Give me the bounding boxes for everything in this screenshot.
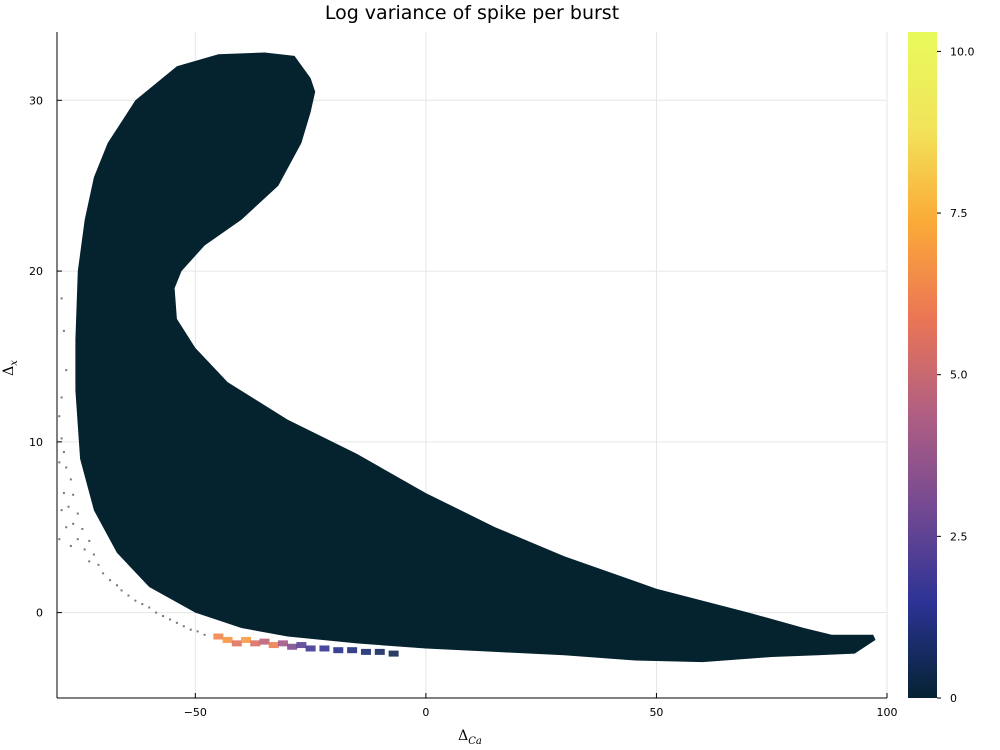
scatter-dot	[102, 572, 105, 575]
scatter-dot	[182, 625, 185, 628]
edge-band-cell	[360, 648, 371, 655]
edge-band-cell	[319, 645, 330, 652]
scatter-dot	[168, 618, 171, 621]
edge-band-cell	[347, 647, 358, 654]
edge-band-cell	[296, 642, 307, 649]
scatter-dot	[120, 589, 123, 592]
y-axis-label: Δx	[1, 360, 20, 376]
edge-band-cell	[333, 647, 344, 654]
scatter-dot	[65, 369, 68, 372]
y-tick-label: 10	[29, 436, 43, 449]
edge-band-cell	[241, 636, 252, 643]
edge-band	[213, 633, 399, 657]
edge-band-cell	[277, 640, 288, 647]
colorbar-tick-label: 5.0	[950, 369, 968, 382]
scatter-dot	[88, 560, 91, 563]
scatter-dot	[60, 437, 63, 440]
colorbar-tick-label: 2.5	[950, 530, 968, 543]
colorbar-gradient	[908, 32, 937, 698]
y-axis-label-subscript: x	[9, 360, 20, 366]
scatter-dot	[69, 478, 72, 481]
scatter-dot	[155, 611, 158, 614]
scatter-dot	[115, 584, 118, 587]
scatter-dot	[58, 538, 61, 541]
scatter-dot	[62, 451, 65, 454]
scatter-dot	[148, 606, 151, 609]
plot-area	[58, 52, 876, 663]
scatter-dot	[58, 415, 61, 418]
edge-band-cell	[250, 640, 261, 647]
scatter-dot	[97, 563, 100, 566]
scatter-dot	[127, 594, 130, 597]
scatter-dot	[76, 538, 79, 541]
scatter-dot	[62, 329, 65, 332]
edge-band-cell	[231, 640, 242, 647]
scatter-dot	[203, 633, 206, 636]
y-axis-label-main: Δ	[1, 366, 17, 376]
y-ticks: 0 10 20 30	[29, 94, 62, 620]
edge-band-cell	[222, 636, 233, 643]
scatter-dot	[62, 492, 65, 495]
y-tick-label: 20	[29, 265, 43, 278]
edge-band-cell	[268, 642, 279, 649]
edge-band-cell	[259, 638, 270, 645]
y-tick-label: 30	[29, 94, 43, 107]
scatter-dot	[141, 603, 144, 606]
colorbar-tick-label: 0	[950, 692, 957, 705]
scatter-dot	[60, 396, 63, 399]
x-axis-label: ΔCa	[458, 728, 482, 747]
scatter-dot	[196, 630, 199, 633]
scatter-dot	[92, 553, 95, 556]
x-tick-label: −50	[184, 706, 207, 719]
scatter-dot	[189, 628, 192, 631]
edge-band-cell	[305, 645, 316, 652]
scatter-dot	[134, 599, 137, 602]
scatter-dot	[175, 621, 178, 624]
edge-band-cell	[374, 648, 385, 655]
x-axis-label-main: Δ	[458, 728, 468, 744]
scatter-dot	[65, 466, 68, 469]
edge-band-cell	[388, 650, 399, 657]
y-tick-label: 0	[36, 607, 43, 620]
colorbar-tick-label: 10.0	[950, 45, 975, 58]
x-tick-label: 0	[422, 706, 429, 719]
x-tick-label: 50	[649, 706, 663, 719]
scatter-dot	[81, 527, 84, 530]
x-axis-label-subscript: Ca	[468, 736, 482, 747]
scatter-dot	[60, 509, 63, 512]
scatter-dot	[58, 461, 61, 464]
scatter-dot	[162, 615, 165, 618]
scatter-dot	[83, 548, 86, 551]
colorbar-ticks: 0 2.5 5.0 7.5 10.0	[937, 45, 975, 705]
scatter-dot	[88, 539, 91, 542]
region-filled-area	[75, 52, 876, 663]
scatter-dot	[67, 505, 70, 508]
colorbar: 0 2.5 5.0 7.5 10.0	[908, 32, 975, 705]
scatter-dot	[72, 522, 75, 525]
scatter-dot	[76, 512, 79, 515]
scatter-dots	[58, 297, 206, 636]
colorbar-tick-label: 7.5	[950, 207, 968, 220]
scatter-dot	[72, 493, 75, 496]
scatter-dot	[69, 545, 72, 548]
x-tick-label: 100	[877, 706, 898, 719]
chart-title: Log variance of spike per burst	[325, 2, 619, 24]
scatter-dot	[65, 526, 68, 529]
edge-band-cell	[213, 633, 224, 640]
x-ticks: −50 0 50 100	[184, 693, 898, 719]
scatter-dot	[60, 297, 63, 300]
edge-band-cell	[287, 643, 298, 650]
scatter-dot	[109, 579, 112, 582]
